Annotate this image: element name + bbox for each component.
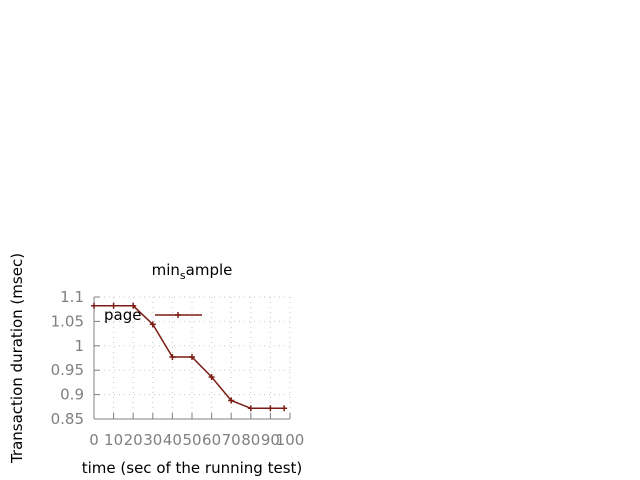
data-point [281, 405, 288, 412]
y-tick-label: 1 [74, 337, 84, 355]
x-tick-label: 40 [163, 431, 182, 449]
data-point [149, 321, 156, 328]
data-point [169, 354, 176, 361]
data-point [110, 302, 117, 309]
x-tick-label: 80 [241, 431, 260, 449]
x-tick-label: 0 [89, 431, 99, 449]
legend-label: page [104, 306, 141, 324]
x-tick-label: 100 [276, 431, 305, 449]
data-point [189, 354, 195, 361]
x-tick-label: 50 [182, 431, 201, 449]
y-tick-label: 0.9 [60, 386, 84, 404]
series-lines [91, 302, 288, 412]
y-tick-label: 0.95 [51, 361, 84, 379]
x-tick-label: 60 [202, 431, 221, 449]
data-point [267, 405, 274, 412]
x-tick-label: 20 [124, 431, 143, 449]
data-point [228, 397, 235, 404]
y-tick-label: 0.85 [51, 410, 84, 428]
x-axis-label: time (sec of the running test) [82, 459, 303, 477]
x-tick-label: 30 [143, 431, 162, 449]
data-point [91, 302, 97, 309]
chart-title: minsample [152, 261, 233, 282]
legend: page [104, 306, 202, 324]
data-point [130, 302, 137, 309]
x-tick-label: 10 [104, 431, 123, 449]
y-axis-label: Transaction duration (msec) [8, 253, 26, 464]
y-tick-label: 1.1 [60, 288, 84, 306]
y-tick-label: 1.05 [51, 312, 84, 330]
x-tick-label: 70 [222, 431, 241, 449]
data-point [208, 374, 215, 381]
data-point [247, 405, 254, 412]
x-tick-label: 90 [261, 431, 280, 449]
